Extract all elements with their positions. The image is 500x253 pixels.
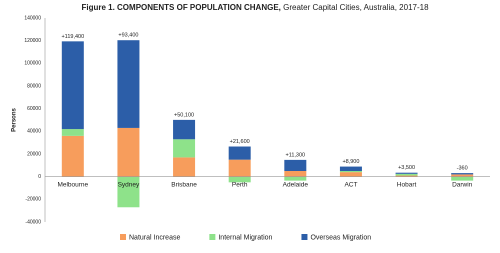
bar-segment <box>173 139 196 158</box>
bar-segment <box>284 176 307 181</box>
bar-segment <box>173 119 196 140</box>
x-tick-label: Melbourne <box>57 181 88 188</box>
bar-segment <box>61 41 84 130</box>
subtitle: Greater Capital Cities, Australia, 2017-… <box>283 3 429 12</box>
legend-swatch <box>209 234 216 240</box>
bar-segment <box>395 173 418 176</box>
y-tick-label: 120000 <box>24 38 41 44</box>
x-tick-label: Adelaide <box>283 181 309 188</box>
bar-segment <box>228 146 251 160</box>
y-tick-label: 60000 <box>27 106 41 112</box>
bar-segment <box>451 173 474 175</box>
legend-swatch <box>301 234 308 240</box>
total-label: +21,600 <box>230 139 250 145</box>
y-tick-label: 40000 <box>27 129 41 135</box>
legend-label: Natural Increase <box>129 234 180 241</box>
total-label: +3,500 <box>398 165 415 171</box>
y-tick-label: 140000 <box>24 15 41 21</box>
bar-segment <box>228 159 251 177</box>
y-tick-label: 20000 <box>27 151 41 157</box>
bar-segment <box>339 172 362 177</box>
chart-title: Figure 1. COMPONENTS OF POPULATION CHANG… <box>81 3 429 12</box>
y-tick-label: -40000 <box>25 219 41 225</box>
total-label: +119,400 <box>61 34 84 40</box>
bar-segment <box>395 172 418 174</box>
bar-segment <box>451 174 474 177</box>
y-tick-label: 100000 <box>24 61 41 67</box>
x-tick-label: Darwin <box>452 181 473 188</box>
bar-segment <box>339 171 362 173</box>
bar-segment <box>284 159 307 171</box>
x-tick-label: Brisbane <box>171 181 197 188</box>
legend-label: Internal Migration <box>218 234 272 241</box>
bar-segment <box>339 166 362 171</box>
bar-segment <box>284 171 307 177</box>
total-label: +8,900 <box>342 159 359 165</box>
total-label: +93,400 <box>118 33 138 39</box>
x-tick-label: Perth <box>232 181 248 188</box>
bar-segment <box>117 127 140 177</box>
legend-label: Overseas Migration <box>310 234 371 241</box>
total-label: +50,100 <box>174 112 194 118</box>
bar-segment <box>61 129 84 136</box>
bar-segment <box>117 176 140 208</box>
bar-segment <box>117 40 140 128</box>
bar-segment <box>451 176 474 181</box>
bar-segment <box>173 157 196 177</box>
bar-segment <box>228 176 251 183</box>
total-label: +11,300 <box>285 152 305 158</box>
x-tick-label: Sydney <box>118 181 140 188</box>
y-tick-label: 0 <box>38 174 41 180</box>
legend-swatch <box>120 234 126 240</box>
y-axis-label: Persons <box>12 108 18 132</box>
bar-segment <box>395 175 418 177</box>
title: Figure 1. COMPONENTS OF POPULATION CHANG… <box>81 3 280 12</box>
x-tick-label: Hobart <box>397 181 417 188</box>
x-tick-label: ACT <box>344 181 357 188</box>
total-label: -360 <box>457 166 468 172</box>
bar-segment <box>61 135 84 177</box>
y-tick-label: 80000 <box>27 83 41 89</box>
y-tick-label: -20000 <box>25 197 41 203</box>
